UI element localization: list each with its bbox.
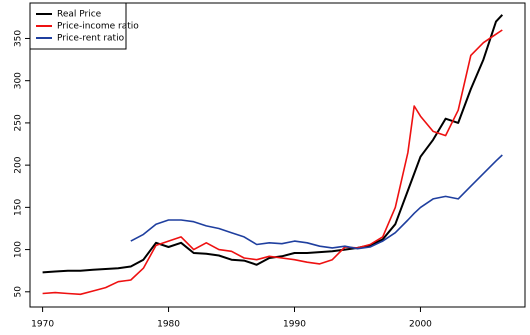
legend-label: Price-income ratio	[57, 22, 139, 32]
series-line	[42, 29, 503, 296]
legend-label: Price-rent ratio	[57, 34, 125, 44]
y-tick-label: 50	[14, 286, 24, 298]
y-tick-label: 150	[14, 198, 24, 215]
x-tick-label: 1980	[157, 320, 180, 330]
legend-label: Real Price	[57, 10, 102, 20]
y-tick-label: 350	[14, 30, 24, 47]
x-tick-label: 2000	[409, 320, 432, 330]
series-line	[130, 154, 503, 250]
y-tick-label: 300	[14, 72, 24, 89]
y-tick-label: 250	[14, 114, 24, 131]
series-line	[42, 14, 504, 274]
y-tick-label: 100	[14, 241, 24, 258]
y-tick-label: 200	[14, 156, 24, 173]
x-tick-label: 1990	[283, 320, 306, 330]
plot-frame	[29, 2, 526, 308]
x-tick-label: 1970	[31, 320, 54, 330]
